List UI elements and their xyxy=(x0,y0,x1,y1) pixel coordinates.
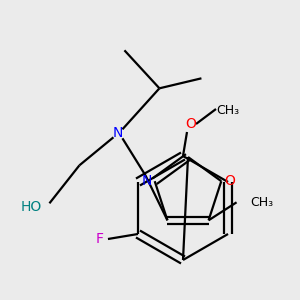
Text: N: N xyxy=(142,174,152,188)
Text: CH₃: CH₃ xyxy=(250,196,274,209)
Text: N: N xyxy=(112,126,123,140)
Text: HO: HO xyxy=(21,200,42,214)
Text: CH₃: CH₃ xyxy=(216,104,240,118)
Text: O: O xyxy=(224,174,235,188)
Text: O: O xyxy=(186,117,196,131)
Text: F: F xyxy=(96,232,104,246)
